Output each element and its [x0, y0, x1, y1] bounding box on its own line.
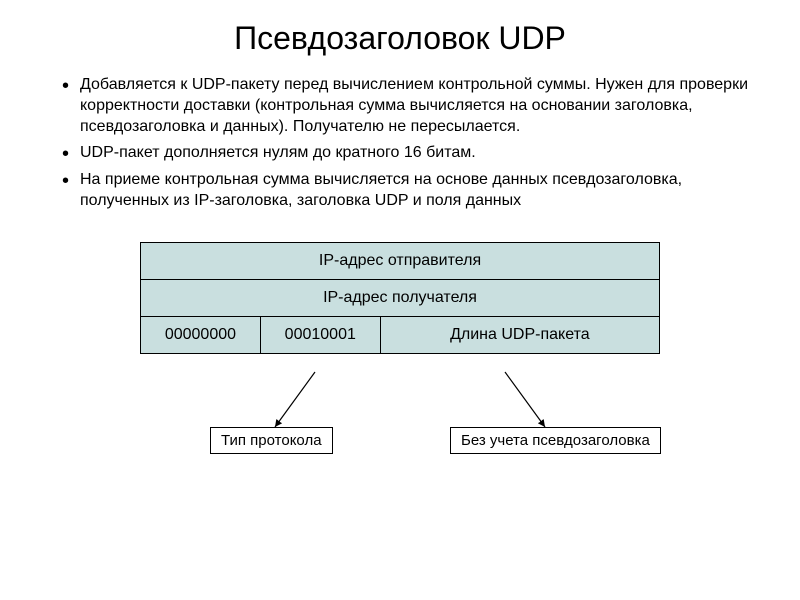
- arrow-right: [505, 372, 545, 427]
- src-ip-cell: IP-адрес отправителя: [141, 242, 660, 279]
- list-item: На приеме контрольная сумма вычисляется …: [62, 170, 760, 212]
- pseudoheader-diagram: IP-адрес отправителя IP-адрес получателя…: [120, 242, 680, 354]
- udp-length-cell: Длина UDP-пакета: [380, 316, 659, 353]
- slide: Псевдозаголовок UDP Добавляется к UDP-па…: [0, 0, 800, 600]
- arrow-left: [275, 372, 315, 427]
- dst-ip-cell: IP-адрес получателя: [141, 279, 660, 316]
- protocol-cell: 00010001: [260, 316, 380, 353]
- zero-cell: 00000000: [141, 316, 261, 353]
- list-item: Добавляется к UDP-пакету перед вычислени…: [62, 75, 760, 137]
- callout-protocol-type: Тип протокола: [210, 427, 333, 454]
- page-title: Псевдозаголовок UDP: [40, 20, 760, 57]
- bullet-list: Добавляется к UDP-пакету перед вычислени…: [40, 75, 760, 212]
- list-item: UDP-пакет дополняется нулям до кратного …: [62, 143, 760, 164]
- pseudoheader-table: IP-адрес отправителя IP-адрес получателя…: [140, 242, 660, 354]
- callout-no-pseudoheader: Без учета псевдозаголовка: [450, 427, 661, 454]
